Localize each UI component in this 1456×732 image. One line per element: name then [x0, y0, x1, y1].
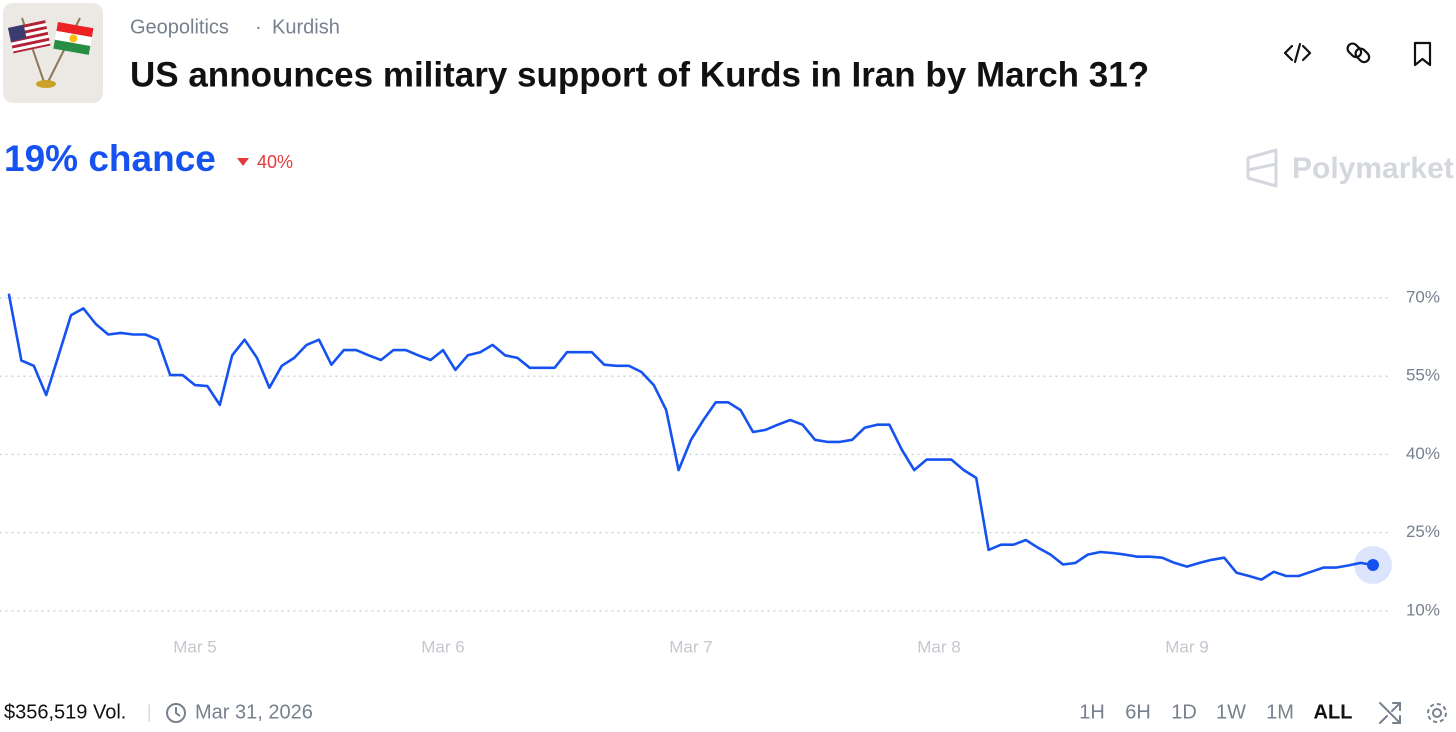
range-button[interactable]: ALL [1314, 701, 1353, 723]
y-tick-label: 70% [1406, 287, 1440, 306]
bookmark-button[interactable] [1413, 41, 1432, 67]
embed-button[interactable] [1283, 42, 1312, 64]
market-image [3, 3, 103, 103]
plot: 10% 25% 40% 55% 70% Mar 5 Mar 6 Mar 7 Mar 8 Mar 9 [0, 287, 1440, 656]
chance: 19% chance [4, 138, 216, 179]
brand: Polymarket [1292, 152, 1454, 185]
x-tick-label: Mar 6 [421, 637, 464, 656]
x-tick-label: Mar 8 [917, 637, 960, 656]
clock-icon [166, 703, 186, 723]
y-tick-label: 55% [1406, 366, 1440, 385]
x-tick-label: Mar 7 [669, 637, 712, 656]
price-line [7, 293, 1375, 581]
range-button[interactable]: 1M [1266, 701, 1294, 723]
x-tick-label: Mar 9 [1165, 637, 1208, 656]
range-button[interactable]: 1H [1079, 701, 1105, 723]
range-button[interactable]: 1W [1216, 701, 1246, 723]
last-point [1367, 559, 1379, 572]
range-buttons: 1H 6H 1D 1W 1M ALL [1079, 701, 1352, 723]
shuffle-button[interactable] [1379, 702, 1401, 724]
y-tick-label: 40% [1406, 444, 1440, 463]
end-date: Mar 31, 2026 [195, 701, 313, 723]
change: 40% [257, 152, 293, 172]
divider: | [147, 702, 152, 722]
range-button[interactable]: 1D [1171, 701, 1197, 723]
subcategory: Kurdish [272, 16, 340, 38]
market-title: US announces military support of Kurds i… [130, 55, 1149, 94]
y-tick-label: 25% [1406, 522, 1440, 541]
range-button[interactable]: 6H [1125, 701, 1151, 723]
down-arrow [237, 158, 249, 166]
y-tick-label: 10% [1406, 600, 1440, 619]
separator: · [255, 16, 262, 38]
volume: $356,519 Vol. [4, 701, 126, 723]
settings-button[interactable] [1427, 703, 1447, 723]
category: Geopolitics [130, 16, 229, 38]
copy-link-button[interactable] [1346, 42, 1372, 65]
brand-logo [1246, 148, 1278, 188]
x-tick-label: Mar 5 [173, 637, 216, 656]
